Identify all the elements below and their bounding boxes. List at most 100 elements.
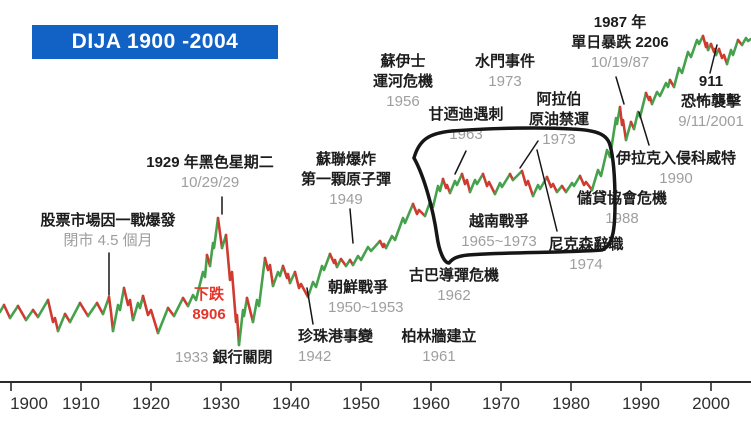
annotation-line: 1949 <box>301 190 391 210</box>
trend-segment-up <box>56 312 67 333</box>
annotation-line: 恐怖襲擊 <box>678 92 744 112</box>
annotation-line: 1933 銀行關閉 <box>175 348 273 368</box>
callout-line <box>638 111 650 146</box>
trend-segment-down <box>107 295 115 333</box>
annotation-line: 1956 <box>373 92 433 112</box>
annotation-line: 1990 <box>616 169 736 189</box>
annotation-text: 1942 <box>298 348 332 365</box>
trend-segment-down <box>578 174 594 192</box>
trend-segment-up <box>740 36 751 47</box>
trend-segment-up <box>624 120 633 142</box>
annotation-text: 儲貸協會危機 <box>576 190 668 207</box>
x-axis-label: 2000 <box>692 394 730 413</box>
trend-segment-down <box>618 105 628 142</box>
trend-segment-down <box>166 306 176 318</box>
annotation-iraq-invades-kuwait: 伊拉克入侵科威特 1990 <box>616 149 736 189</box>
annotation-line: 儲貸協會危機 <box>577 189 667 209</box>
annotation-line: 1973 <box>475 72 535 92</box>
annotation-text: 蘇伊士 <box>380 53 426 70</box>
annotation-suez-crisis: 蘇伊士運河危機 1956 <box>373 52 433 112</box>
trend-segment-down <box>224 233 241 347</box>
trend-segment-down <box>545 175 559 194</box>
trend-segment-up <box>237 296 249 347</box>
annotation-text: 古巴導彈危機 <box>408 267 500 284</box>
x-axis-label: 1910 <box>62 394 100 413</box>
callout-line <box>615 76 625 105</box>
trend-segment-up <box>86 301 99 318</box>
annotation-line: 越南戰爭 <box>461 212 537 232</box>
trend-segment-up <box>448 172 464 195</box>
trend-segment-up <box>725 38 740 66</box>
annotation-soviet-atomic-bomb: 蘇聯爆炸第一顆原子彈 1949 <box>301 150 391 210</box>
trend-segment-up <box>24 308 35 322</box>
trend-segment-up <box>111 286 126 333</box>
annotation-line: 股票市場因一戰爆發 <box>40 211 175 231</box>
x-axis-label: 1980 <box>552 394 590 413</box>
trend-segment-down <box>460 172 472 194</box>
annotation-text: 甘迺迪遇刺 <box>428 106 504 123</box>
annotation-line: 1965~1973 <box>461 232 537 252</box>
annotation-line: 1987 年 <box>571 13 669 33</box>
annotation-line: 10/19/87 <box>571 53 669 73</box>
annotation-korean-war: 朝鮮戰爭 1950~1953 <box>328 278 404 318</box>
annotation-vietnam-war: 越南戰爭 1965~1973 <box>461 212 537 252</box>
trend-segment-up <box>131 294 145 322</box>
trend-segment-down <box>339 257 348 268</box>
trend-segment-down <box>441 177 452 195</box>
trend-segment-down <box>181 296 190 308</box>
trend-segment-up <box>468 172 485 194</box>
trend-segment-up <box>531 175 549 198</box>
trend-segment-down <box>78 301 90 318</box>
trend-segment-down <box>644 91 654 106</box>
annotation-line: 10/29/29 <box>146 173 274 193</box>
trend-segment-down <box>328 252 339 269</box>
annotation-text: 蘇聯爆炸 <box>315 151 377 168</box>
annotation-line: 1929 年黑色星期二 <box>146 153 274 173</box>
callout-line <box>519 140 539 169</box>
annotation-line: 運河危機 <box>373 72 433 92</box>
annotation-text: 銀行關閉 <box>212 349 273 366</box>
trend-segment-up <box>384 202 415 250</box>
trend-segment-down <box>2 303 12 320</box>
trend-segment-down <box>378 239 388 250</box>
annotation-line: 甘迺迪遇刺 <box>428 105 503 125</box>
annotation-text: 第一顆原子彈 <box>300 171 392 188</box>
annotation-text: 越南戰爭 <box>468 213 529 230</box>
annotation-line: 珍珠港事變 <box>298 327 373 347</box>
trend-segment-up <box>590 105 622 192</box>
annotation-black-tuesday-1929: 1929 年黑色星期二 10/29/29 <box>146 153 274 193</box>
annotation-line: 單日暴跌 2206 <box>571 33 669 53</box>
annotation-line: 水門事件 <box>475 52 535 72</box>
trend-segment-down <box>281 264 292 285</box>
x-axis-label: 1920 <box>132 394 170 413</box>
trend-segment-up <box>306 252 332 299</box>
annotation-crash-1987: 1987 年單日暴跌 2206 10/19/87 <box>571 13 669 73</box>
trend-segment-down <box>16 304 28 322</box>
x-axis-label: 1940 <box>272 394 310 413</box>
annotation-text: 10/29/29 <box>180 174 240 191</box>
trend-segment-up <box>68 301 82 324</box>
annotation-berlin-wall: 柏林牆建立 1961 <box>401 327 476 367</box>
annotation-text: 股票市場因一戰爆發 <box>40 212 176 229</box>
trend-segment-up <box>493 172 512 196</box>
chart-title-badge: DIJA 1900 -2004 <box>32 25 278 59</box>
trend-segment-down <box>63 312 72 324</box>
annotation-pearl-harbor: 珍珠港事變 1942 <box>298 327 373 367</box>
annotation-text: 1973 <box>488 73 522 90</box>
annotation-text: 1956 <box>386 93 420 110</box>
trend-segment-down <box>95 301 105 316</box>
callout-line <box>709 44 718 74</box>
annotation-line: 伊拉克入侵科威特 <box>616 149 736 169</box>
trend-segment-down <box>263 256 275 288</box>
annotation-line: 第一顆原子彈 <box>301 170 391 190</box>
annotation-text: 閉市 4.5 個月 <box>63 232 153 249</box>
trend-segment-up <box>564 174 582 194</box>
annotation-text: 1929 年黑色星期二 <box>146 154 274 171</box>
x-axis-label: 1900 <box>10 394 48 413</box>
trend-segment-up <box>672 34 705 89</box>
freehand-loop <box>412 126 617 265</box>
annotation-text: 朝鮮戰爭 <box>328 279 389 296</box>
trend-segment-up <box>650 78 672 106</box>
